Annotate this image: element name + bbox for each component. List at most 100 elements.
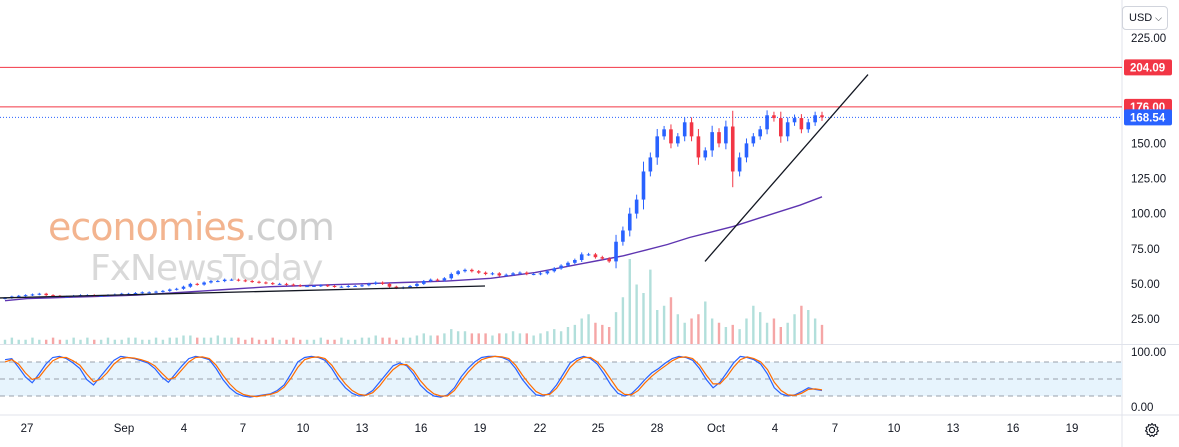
candle-body xyxy=(730,126,735,172)
volume-bar xyxy=(690,318,693,344)
candle-body xyxy=(579,254,584,260)
watermark: economies.com FxNewsToday xyxy=(48,205,335,289)
candle-body xyxy=(167,289,172,291)
price-tag-label: 168.54 xyxy=(1130,112,1166,124)
volume-bar xyxy=(738,329,741,344)
candle-body xyxy=(669,129,673,144)
candle-body xyxy=(737,157,742,172)
volume-bar xyxy=(340,337,343,344)
candle-body xyxy=(799,118,804,130)
volume-bar xyxy=(614,312,618,344)
currency-dropdown[interactable]: USD ⌵ xyxy=(1122,6,1168,30)
volume-bar xyxy=(525,333,528,344)
volume-bar xyxy=(353,339,357,344)
candle-body xyxy=(703,150,708,158)
candle-body xyxy=(779,118,783,137)
volume-bar xyxy=(99,339,103,344)
time-tick-label: 10 xyxy=(888,423,901,435)
volume-bar xyxy=(182,335,185,344)
volume-bar xyxy=(498,333,501,344)
candle-body xyxy=(277,283,282,285)
volume-bar xyxy=(134,337,137,344)
volume-bar xyxy=(257,339,261,344)
volume-bar xyxy=(518,333,522,344)
volume-bar xyxy=(649,269,652,344)
volume-bar xyxy=(189,335,192,344)
volume-bar xyxy=(710,318,714,344)
volume-bar xyxy=(635,284,638,344)
candle-body xyxy=(497,273,502,276)
candle-body xyxy=(614,241,618,262)
candle-body xyxy=(394,286,399,289)
candle-body xyxy=(449,274,454,279)
volume-bar xyxy=(704,301,707,344)
volume-bar xyxy=(44,339,48,344)
trendlines xyxy=(0,74,869,299)
volume-bar xyxy=(532,335,535,344)
volume-bar xyxy=(463,331,467,344)
volume-bar xyxy=(86,337,89,344)
volume-bar xyxy=(3,339,7,344)
candle-body xyxy=(470,269,474,272)
volume-bar xyxy=(800,305,803,344)
volume-bar xyxy=(285,339,288,344)
time-tick-label: 7 xyxy=(832,423,838,435)
candle-body xyxy=(195,283,200,285)
candle-body xyxy=(545,271,550,274)
volume-bar xyxy=(271,337,274,344)
volume-bar xyxy=(367,337,371,344)
price-tick-label: 225.00 xyxy=(1131,33,1166,45)
volume-bar xyxy=(319,337,323,344)
candle-body xyxy=(51,295,55,297)
volume-bar xyxy=(642,293,645,344)
candle-body xyxy=(559,265,563,269)
candle-body xyxy=(662,129,666,137)
volume-bar xyxy=(628,259,631,344)
volume-bar xyxy=(24,339,27,344)
volume-bar xyxy=(216,335,220,344)
candle-body xyxy=(140,292,145,294)
candle-body xyxy=(380,282,385,284)
volume-bar xyxy=(292,337,295,344)
volume-bar xyxy=(72,337,75,344)
volume-bar xyxy=(697,314,700,344)
candle-body xyxy=(717,132,721,144)
candle-body xyxy=(813,115,817,123)
volume-bar xyxy=(573,324,577,344)
volume-bar xyxy=(299,339,302,344)
price-tick-label: 25.00 xyxy=(1131,314,1160,326)
volume-bar xyxy=(656,310,659,344)
volume-bar xyxy=(607,327,611,344)
candle-body xyxy=(270,283,275,285)
volume-bar xyxy=(456,331,460,344)
volume-bar xyxy=(58,339,62,344)
candle-body xyxy=(119,293,124,295)
volume-bar xyxy=(161,339,165,344)
gear-icon[interactable] xyxy=(1143,421,1161,439)
candle-body xyxy=(250,281,254,283)
candle-body xyxy=(758,129,763,137)
candle-body xyxy=(689,122,694,137)
volume-bar xyxy=(669,297,673,344)
volume-bar xyxy=(504,333,508,344)
volume-bar xyxy=(381,337,384,344)
candle-body xyxy=(415,283,419,286)
candle-body xyxy=(648,157,653,172)
candle-body xyxy=(765,115,769,130)
candle-body xyxy=(696,136,701,158)
candle-body xyxy=(216,281,220,283)
time-tick-label: 4 xyxy=(772,423,779,435)
volume-bar xyxy=(587,314,590,344)
volume-bar xyxy=(786,322,789,344)
candle-body xyxy=(621,230,625,242)
volume-bar xyxy=(223,337,226,344)
time-tick-label: 25 xyxy=(592,423,605,435)
candle-body xyxy=(181,286,186,289)
time-tick-label: Oct xyxy=(707,423,726,435)
price-levels xyxy=(0,66,1122,118)
candle-body xyxy=(724,126,728,144)
time-tick-label: 16 xyxy=(1007,423,1020,435)
volume-bar xyxy=(154,337,158,344)
candle-body xyxy=(442,278,447,281)
